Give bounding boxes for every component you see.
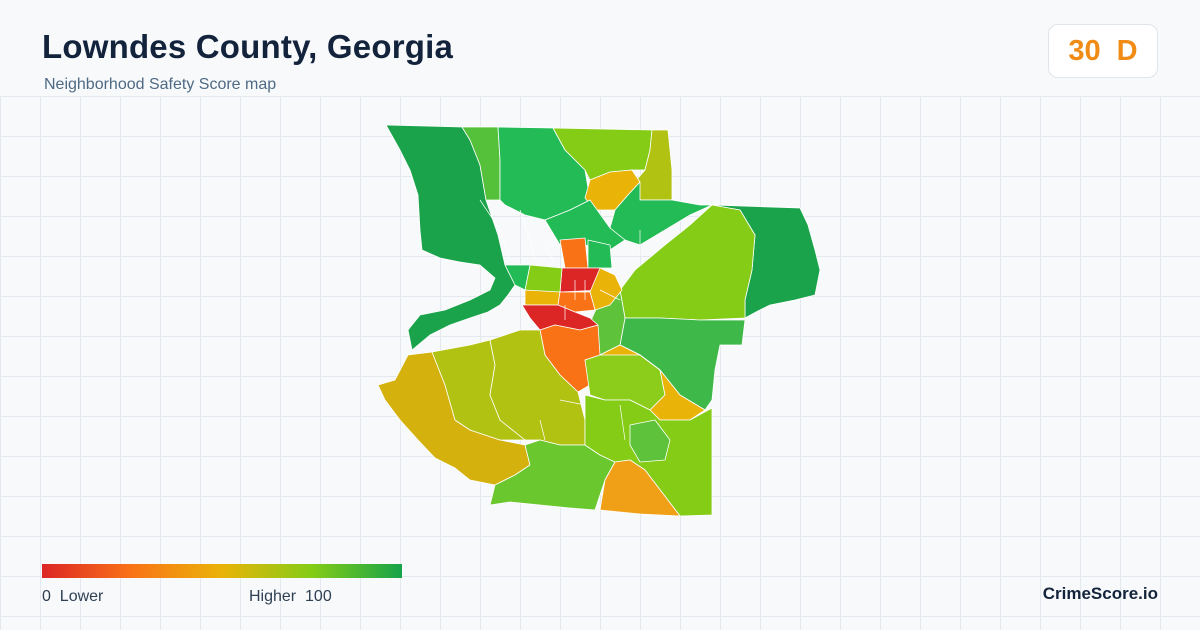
- legend-gradient-bar: [42, 564, 402, 578]
- map-region[interactable]: [489, 439, 616, 511]
- brand-logo-text: CrimeScore.io: [1042, 584, 1158, 603]
- page-subtitle: Neighborhood Safety Score map: [44, 76, 277, 93]
- legend-max: Higher 100: [249, 588, 332, 606]
- tract-boundaries: [479, 199, 641, 441]
- legend-min-label: Lower: [59, 588, 104, 605]
- legend-max-label: Higher: [249, 588, 297, 605]
- map-region[interactable]: [559, 237, 589, 269]
- score-grade: D: [1116, 34, 1138, 67]
- map-region[interactable]: [599, 459, 681, 517]
- score-value: 30: [1068, 34, 1101, 67]
- map-region[interactable]: [504, 264, 531, 291]
- score-badge: 30 D: [1048, 24, 1158, 78]
- map-region[interactable]: [587, 239, 613, 269]
- legend-min-value: 0: [42, 588, 51, 605]
- legend-max-value: 100: [305, 588, 332, 605]
- page-title: Lowndes County, Georgia: [42, 28, 454, 65]
- map-region[interactable]: [524, 289, 561, 306]
- legend-min: 0 Lower: [42, 588, 103, 606]
- map-region[interactable]: [629, 419, 671, 463]
